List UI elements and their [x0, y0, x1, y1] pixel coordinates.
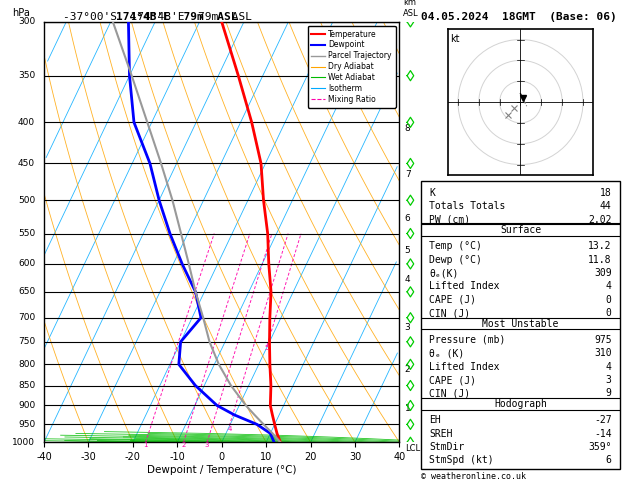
- Text: K: K: [430, 188, 435, 198]
- Text: 3: 3: [404, 323, 411, 331]
- Text: km
ASL: km ASL: [403, 0, 418, 17]
- Text: 350: 350: [18, 71, 35, 80]
- Text: 6: 6: [606, 455, 611, 466]
- Text: 9: 9: [606, 388, 611, 399]
- Text: Totals Totals: Totals Totals: [430, 201, 506, 211]
- Text: Lifted Index: Lifted Index: [430, 362, 500, 372]
- Text: 500: 500: [18, 196, 35, 205]
- Text: Lifted Index: Lifted Index: [430, 281, 500, 292]
- Text: 04.05.2024  18GMT  (Base: 06): 04.05.2024 18GMT (Base: 06): [421, 12, 617, 22]
- Text: Mixing Ratio (g/kg): Mixing Ratio (g/kg): [426, 192, 435, 272]
- Text: 2: 2: [181, 442, 186, 448]
- Text: Most Unstable: Most Unstable: [482, 319, 559, 329]
- Text: 1000: 1000: [12, 438, 35, 447]
- Text: 18: 18: [600, 188, 611, 198]
- Text: 4: 4: [227, 426, 231, 432]
- Text: θₑ (K): θₑ (K): [430, 348, 465, 358]
- Text: 0: 0: [606, 295, 611, 305]
- Text: 450: 450: [18, 159, 35, 168]
- X-axis label: Dewpoint / Temperature (°C): Dewpoint / Temperature (°C): [147, 465, 296, 475]
- Text: 400: 400: [18, 118, 35, 127]
- Text: 950: 950: [18, 420, 35, 429]
- Text: -14: -14: [594, 429, 611, 438]
- Text: Temp (°C): Temp (°C): [430, 242, 482, 251]
- Text: 4: 4: [606, 362, 611, 372]
- Text: SREH: SREH: [430, 429, 453, 438]
- Text: 1: 1: [404, 404, 411, 413]
- Text: PW (cm): PW (cm): [430, 214, 470, 225]
- Text: EH: EH: [430, 415, 441, 425]
- Text: Dewp (°C): Dewp (°C): [430, 255, 482, 265]
- Text: 309: 309: [594, 268, 611, 278]
- Text: CIN (J): CIN (J): [430, 308, 470, 318]
- Text: 1: 1: [143, 442, 148, 448]
- Text: θₑ(K): θₑ(K): [430, 268, 459, 278]
- Text: CAPE (J): CAPE (J): [430, 375, 476, 385]
- Text: LCL: LCL: [404, 444, 420, 453]
- Text: 310: 310: [594, 348, 611, 358]
- Text: 44: 44: [600, 201, 611, 211]
- Text: 900: 900: [18, 401, 35, 410]
- Text: 3: 3: [606, 375, 611, 385]
- Text: 11.8: 11.8: [588, 255, 611, 265]
- Text: -27: -27: [594, 415, 611, 425]
- Text: 975: 975: [594, 335, 611, 345]
- Text: 600: 600: [18, 260, 35, 268]
- Text: CIN (J): CIN (J): [430, 388, 470, 399]
- Text: 550: 550: [18, 229, 35, 238]
- Text: Surface: Surface: [500, 225, 541, 235]
- Text: hPa: hPa: [12, 8, 30, 17]
- Text: 5: 5: [265, 346, 269, 351]
- Text: 3: 3: [205, 442, 209, 448]
- Text: 300: 300: [18, 17, 35, 26]
- Text: 750: 750: [18, 337, 35, 347]
- Text: StmDir: StmDir: [430, 442, 465, 452]
- Text: 7: 7: [404, 171, 411, 179]
- Text: 2.02: 2.02: [588, 214, 611, 225]
- Text: 800: 800: [18, 360, 35, 369]
- Text: 6: 6: [404, 214, 411, 223]
- Text: 2: 2: [404, 365, 410, 374]
- Text: 700: 700: [18, 313, 35, 322]
- Text: kt: kt: [450, 34, 460, 44]
- Text: 850: 850: [18, 381, 35, 390]
- Text: 359°: 359°: [588, 442, 611, 452]
- Text: 650: 650: [18, 287, 35, 296]
- Text: 4: 4: [404, 276, 410, 284]
- Text: CAPE (J): CAPE (J): [430, 295, 476, 305]
- Text: Hodograph: Hodograph: [494, 399, 547, 409]
- Text: Pressure (mb): Pressure (mb): [430, 335, 506, 345]
- Text: -37°00'S  174°4B'E  79m  ASL: -37°00'S 174°4B'E 79m ASL: [63, 12, 252, 22]
- Text: 8: 8: [404, 124, 411, 133]
- Text: StmSpd (kt): StmSpd (kt): [430, 455, 494, 466]
- Text: 4: 4: [606, 281, 611, 292]
- Text: 5: 5: [404, 246, 411, 255]
- Text: 174°4B'E  79m  ASL: 174°4B'E 79m ASL: [116, 12, 238, 22]
- FancyBboxPatch shape: [421, 181, 620, 469]
- Text: 0: 0: [606, 308, 611, 318]
- Legend: Temperature, Dewpoint, Parcel Trajectory, Dry Adiabat, Wet Adiabat, Isotherm, Mi: Temperature, Dewpoint, Parcel Trajectory…: [308, 26, 396, 108]
- Text: 13.2: 13.2: [588, 242, 611, 251]
- Text: © weatheronline.co.uk: © weatheronline.co.uk: [421, 472, 526, 481]
